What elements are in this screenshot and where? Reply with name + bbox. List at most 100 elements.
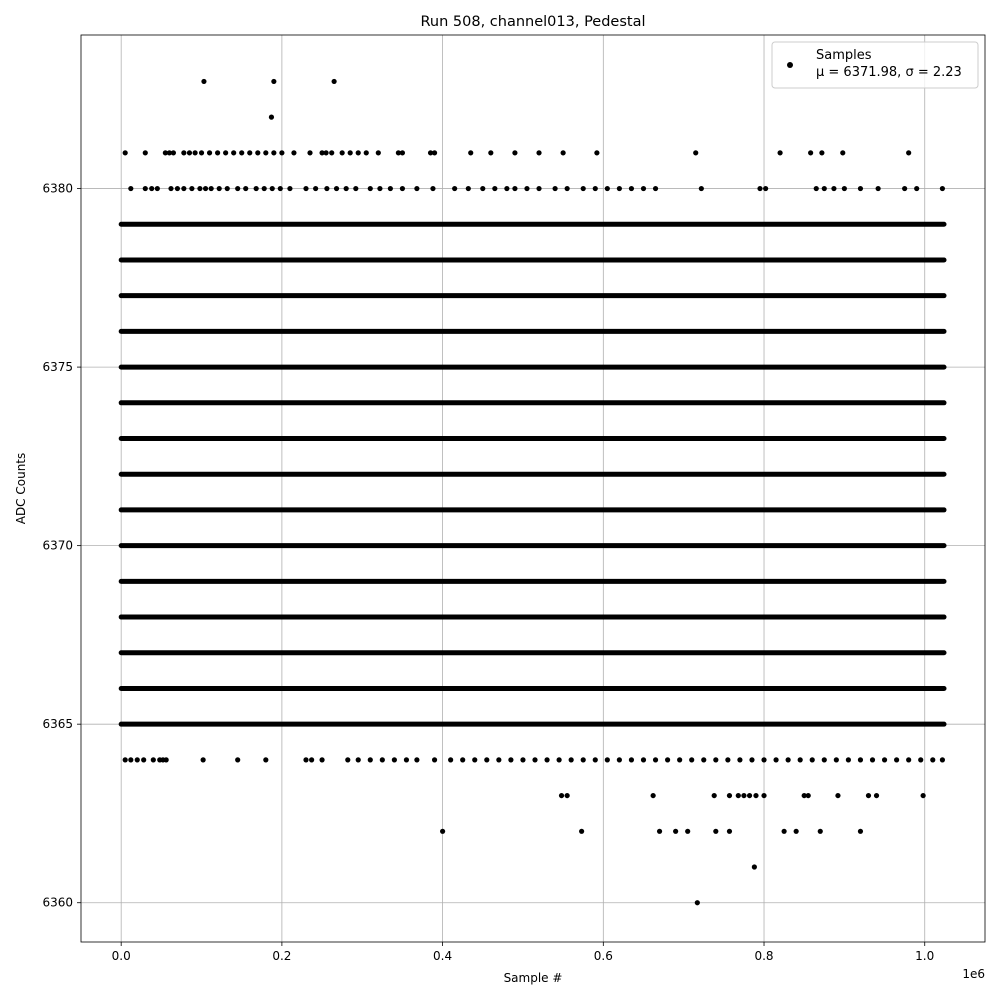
x-tick-label: 1.0 xyxy=(915,949,934,963)
data-point xyxy=(277,185,283,192)
data-point xyxy=(761,792,767,799)
data-point xyxy=(484,757,490,763)
data-point xyxy=(162,150,168,156)
data-point xyxy=(914,185,920,192)
data-point xyxy=(142,185,148,192)
data-point xyxy=(592,757,598,763)
data-point xyxy=(793,828,799,834)
data-point xyxy=(166,150,172,156)
data-point xyxy=(347,150,353,156)
data-point xyxy=(813,185,819,192)
data-point xyxy=(197,185,203,192)
data-point xyxy=(452,185,458,192)
data-point xyxy=(763,185,769,192)
data-point xyxy=(307,150,313,156)
data-point xyxy=(918,757,924,763)
data-point xyxy=(673,828,679,834)
data-point xyxy=(652,185,659,192)
data-point xyxy=(821,185,827,192)
data-point xyxy=(323,150,329,156)
data-point xyxy=(689,757,695,763)
data-point xyxy=(809,757,815,763)
x-tick-label: 0.2 xyxy=(272,949,291,963)
data-point xyxy=(711,792,717,799)
data-point xyxy=(773,757,779,763)
data-point xyxy=(163,757,169,763)
data-point xyxy=(243,185,249,192)
legend: Samples μ = 6371.98, σ = 2.23 xyxy=(771,41,979,89)
data-point xyxy=(746,792,753,799)
data-point xyxy=(122,150,128,156)
data-point-band xyxy=(118,293,947,299)
data-point xyxy=(857,185,864,192)
data-point xyxy=(379,757,385,763)
data-point xyxy=(906,757,912,763)
data-point xyxy=(377,185,383,192)
legend-series-label: Samples xyxy=(816,48,872,63)
data-point xyxy=(568,757,574,763)
data-point xyxy=(268,114,275,120)
data-point xyxy=(472,757,478,763)
data-point xyxy=(279,150,285,156)
data-point xyxy=(202,185,209,192)
data-point xyxy=(512,150,518,156)
data-point xyxy=(694,900,700,906)
y-tick-label: 6370 xyxy=(42,539,73,553)
data-point xyxy=(465,185,471,192)
data-point xyxy=(319,150,325,156)
data-point xyxy=(564,185,570,192)
data-point xyxy=(215,150,221,156)
data-point xyxy=(353,185,359,192)
data-point xyxy=(468,150,474,156)
data-point xyxy=(414,185,420,192)
data-point-band xyxy=(118,685,947,691)
data-point xyxy=(235,757,241,763)
data-point xyxy=(512,185,518,192)
data-point xyxy=(198,150,205,156)
data-point xyxy=(313,185,319,192)
data-point xyxy=(725,757,731,763)
data-point xyxy=(333,185,340,192)
data-point-band xyxy=(118,257,947,263)
data-point xyxy=(831,185,837,192)
data-point xyxy=(201,78,207,85)
data-point xyxy=(448,757,454,763)
data-point xyxy=(656,828,663,834)
data-point xyxy=(693,150,699,156)
data-point xyxy=(149,185,155,192)
data-point xyxy=(564,792,570,799)
data-point xyxy=(181,185,187,192)
data-point xyxy=(128,757,134,763)
data-point xyxy=(367,185,373,192)
data-point xyxy=(496,757,502,763)
data-point xyxy=(777,150,783,156)
data-point xyxy=(640,185,647,192)
data-point xyxy=(552,185,558,192)
data-point-band xyxy=(118,221,947,227)
data-point xyxy=(698,185,704,192)
data-point xyxy=(580,185,586,192)
data-point xyxy=(628,185,635,192)
data-point xyxy=(713,757,719,763)
data-point xyxy=(558,792,565,799)
data-point xyxy=(427,150,434,156)
x-tick-label: 0.4 xyxy=(433,949,452,963)
data-points xyxy=(118,78,947,906)
data-point xyxy=(726,792,733,799)
data-point xyxy=(701,757,707,763)
data-point xyxy=(253,185,259,192)
data-point xyxy=(741,792,747,799)
data-point-band xyxy=(118,400,947,406)
data-point xyxy=(504,185,510,192)
data-point xyxy=(677,757,683,763)
data-point xyxy=(223,150,229,156)
data-point xyxy=(604,757,610,763)
data-point xyxy=(189,185,195,192)
y-tick-label: 6365 xyxy=(42,717,73,731)
data-point xyxy=(287,185,293,192)
y-axis-label: ADC Counts xyxy=(14,453,28,525)
data-point xyxy=(395,150,402,156)
data-point xyxy=(271,150,277,156)
x-tick-label: 0.6 xyxy=(594,949,613,963)
